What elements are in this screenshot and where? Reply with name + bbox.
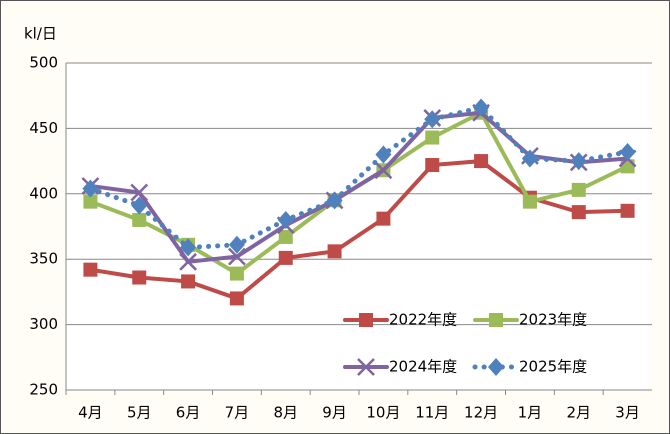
- point: [620, 203, 635, 218]
- point: [229, 266, 244, 281]
- point: [474, 154, 489, 169]
- point: [278, 229, 293, 244]
- y-tick-label: 450: [29, 119, 58, 137]
- y-tick-label: 300: [29, 315, 58, 333]
- legend-label: 2024年度: [389, 358, 457, 376]
- y-axis-label: kl/日: [24, 25, 57, 43]
- point: [82, 179, 99, 198]
- point: [619, 142, 636, 161]
- x-tick-label: 11月: [415, 404, 449, 422]
- point: [425, 158, 440, 173]
- point: [374, 161, 393, 180]
- x-tick-label: 10月: [366, 404, 400, 422]
- y-tick-label: 350: [29, 250, 58, 268]
- point: [376, 211, 391, 226]
- legend-marker: [359, 313, 373, 327]
- x-tick-label: 5月: [127, 404, 152, 422]
- point: [620, 159, 635, 174]
- legend-label: 2025年度: [519, 358, 587, 376]
- point: [83, 194, 98, 209]
- x-tick-label: 1月: [518, 404, 543, 422]
- point: [570, 152, 587, 171]
- point: [522, 194, 537, 209]
- point: [229, 291, 244, 306]
- x-tick-label: 8月: [273, 404, 298, 422]
- legend-marker: [489, 313, 503, 327]
- x-tick-label: 2月: [566, 404, 591, 422]
- point: [83, 262, 98, 277]
- legend-label: 2022年度: [389, 311, 457, 329]
- x-tick-label: 7月: [225, 404, 250, 422]
- y-tick-label: 400: [29, 184, 58, 202]
- point: [179, 252, 197, 271]
- point: [375, 145, 392, 164]
- point: [277, 210, 294, 229]
- point: [278, 250, 293, 265]
- x-tick-label: 12月: [464, 404, 498, 422]
- point: [571, 205, 586, 220]
- point: [473, 98, 490, 117]
- x-tick-label: 4月: [78, 404, 103, 422]
- point: [132, 270, 147, 285]
- point: [228, 247, 246, 266]
- point: [326, 191, 343, 210]
- point: [521, 149, 538, 168]
- x-tick-label: 3月: [615, 404, 640, 422]
- point: [424, 110, 441, 129]
- point: [130, 183, 149, 202]
- legend-marker: [488, 358, 504, 376]
- point: [425, 130, 440, 145]
- y-tick-label: 250: [29, 381, 58, 399]
- point: [327, 244, 342, 259]
- legend-label: 2023年度: [519, 311, 587, 329]
- x-tick-label: 6月: [176, 404, 201, 422]
- series-line: [87, 104, 631, 250]
- point: [131, 196, 148, 215]
- point: [181, 274, 196, 289]
- point: [132, 212, 147, 227]
- legend-marker: [357, 358, 375, 376]
- point: [180, 238, 197, 257]
- point: [228, 235, 245, 254]
- point: [571, 182, 586, 197]
- y-tick-label: 500: [29, 54, 58, 72]
- x-tick-label: 9月: [322, 404, 347, 422]
